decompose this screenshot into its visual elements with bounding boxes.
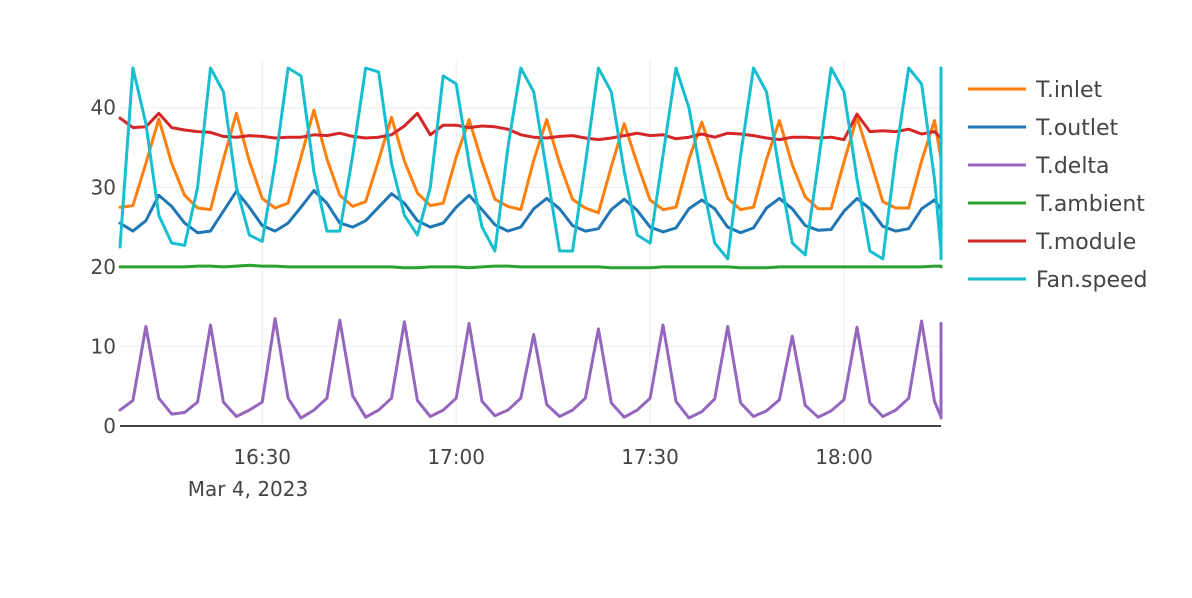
legend-label: T.inlet — [1035, 78, 1103, 103]
legend-label: T.ambient — [1035, 192, 1145, 217]
legend-item-fan-speed[interactable]: Fan.speed — [968, 268, 1148, 293]
x-axis-ticks: 16:30 17:00 17:30 18:00 — [233, 445, 872, 469]
y-tick-label: 20 — [91, 255, 116, 279]
legend-label: T.delta — [1035, 154, 1110, 179]
legend-label: T.module — [1035, 230, 1136, 255]
series-line-t-delta — [118, 317, 943, 420]
series-lines — [118, 66, 943, 420]
y-tick-label: 0 — [103, 414, 116, 438]
legend-item-t-inlet[interactable]: T.inlet — [968, 78, 1103, 103]
y-axis-ticks: 0 10 20 30 40 — [91, 96, 116, 438]
y-tick-label: 10 — [91, 334, 116, 358]
x-axis-date-label: Mar 4, 2023 — [188, 477, 308, 501]
legend-label: T.outlet — [1035, 116, 1118, 141]
legend[interactable]: T.inlet T.outlet T.delta T.ambient T.module F… — [968, 78, 1148, 293]
legend-item-t-delta[interactable]: T.delta — [968, 154, 1110, 179]
series-line-fan-speed — [118, 66, 943, 261]
y-tick-label: 30 — [91, 175, 116, 199]
y-tick-label: 40 — [91, 96, 116, 120]
legend-item-t-module[interactable]: T.module — [968, 230, 1136, 255]
x-tick-label: 18:00 — [815, 445, 873, 469]
grid — [120, 60, 941, 426]
series-line-t-outlet — [118, 189, 943, 235]
x-tick-label: 17:00 — [427, 445, 485, 469]
x-tick-label: 16:30 — [233, 445, 291, 469]
legend-item-t-ambient[interactable]: T.ambient — [968, 192, 1145, 217]
series-line-t-ambient — [118, 263, 943, 270]
legend-item-t-outlet[interactable]: T.outlet — [968, 116, 1118, 141]
x-tick-label: 17:30 — [621, 445, 679, 469]
legend-label: Fan.speed — [1036, 268, 1148, 293]
series-line-t-module — [118, 111, 943, 142]
